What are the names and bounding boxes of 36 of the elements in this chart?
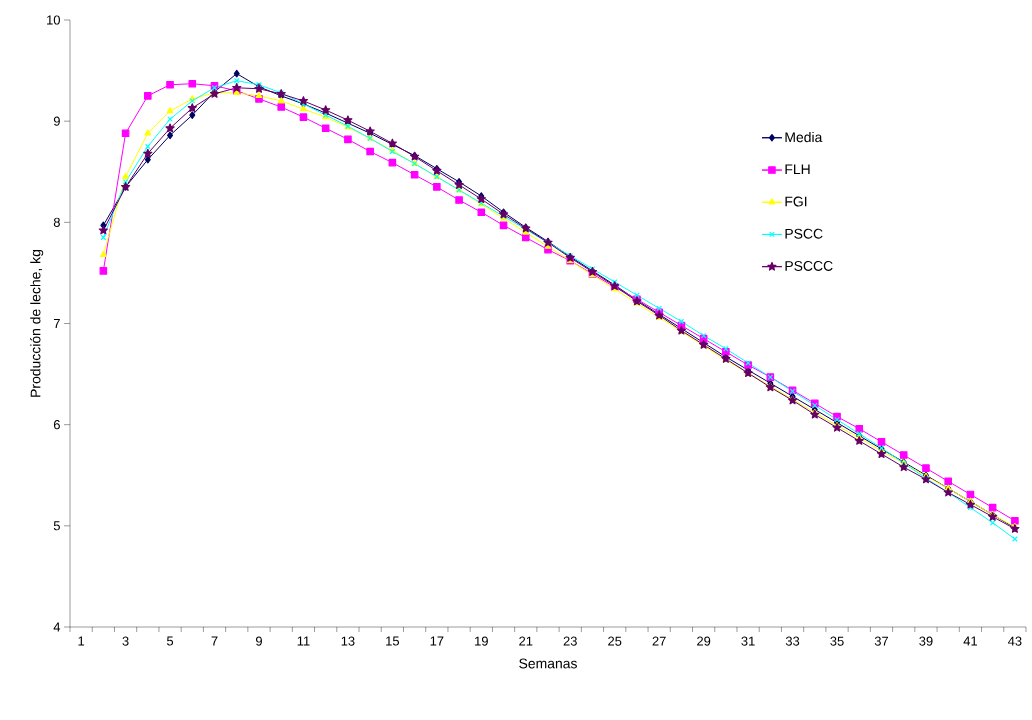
y-tick-label: 6 bbox=[53, 420, 60, 430]
x-tick-label: 7 bbox=[211, 636, 218, 646]
legend-label: FGI bbox=[785, 196, 807, 207]
x-tick-label: 1 bbox=[78, 636, 85, 646]
x-tick-label: 11 bbox=[297, 636, 310, 646]
x-tick-label: 37 bbox=[874, 636, 889, 646]
y-tick-label: 10 bbox=[47, 15, 60, 25]
x-tick-label: 35 bbox=[830, 636, 844, 646]
x-tick-label: 29 bbox=[697, 636, 711, 646]
x-tick-label: 25 bbox=[608, 636, 622, 646]
x-tick-label: 9 bbox=[255, 636, 262, 646]
legend-label: Media bbox=[785, 131, 823, 143]
y-tick-label: 4 bbox=[53, 622, 61, 632]
x-tick-label: 13 bbox=[341, 636, 355, 646]
y-tick-label: 9 bbox=[53, 116, 60, 126]
x-tick-label: 43 bbox=[1007, 636, 1022, 646]
y-tick-label: 7 bbox=[53, 319, 60, 328]
x-tick-label: 21 bbox=[519, 636, 533, 646]
x-tick-label: 5 bbox=[166, 636, 174, 646]
x-tick-label: 41 bbox=[963, 636, 977, 646]
legend-label: PSCCC bbox=[785, 261, 833, 271]
x-tick-label: 39 bbox=[919, 636, 933, 646]
x-tick-label: 33 bbox=[785, 636, 800, 646]
x-tick-label: 15 bbox=[386, 636, 400, 646]
x-tick-label: 27 bbox=[652, 636, 666, 646]
y-tick-label: 8 bbox=[53, 217, 60, 227]
x-tick-label: 17 bbox=[430, 636, 444, 646]
legend-label: PSCC bbox=[785, 228, 823, 239]
x-tick-label: 31 bbox=[741, 636, 755, 646]
x-tick-label: 19 bbox=[475, 636, 488, 646]
x-axis-title: Semanas bbox=[519, 658, 577, 669]
y-tick-label: 5 bbox=[53, 521, 60, 531]
x-tick-label: 3 bbox=[122, 636, 129, 646]
x-tick-label: 23 bbox=[563, 636, 577, 646]
legend-label: FLH bbox=[785, 164, 810, 175]
y-axis-title: Producción de leche, kg bbox=[30, 249, 44, 397]
